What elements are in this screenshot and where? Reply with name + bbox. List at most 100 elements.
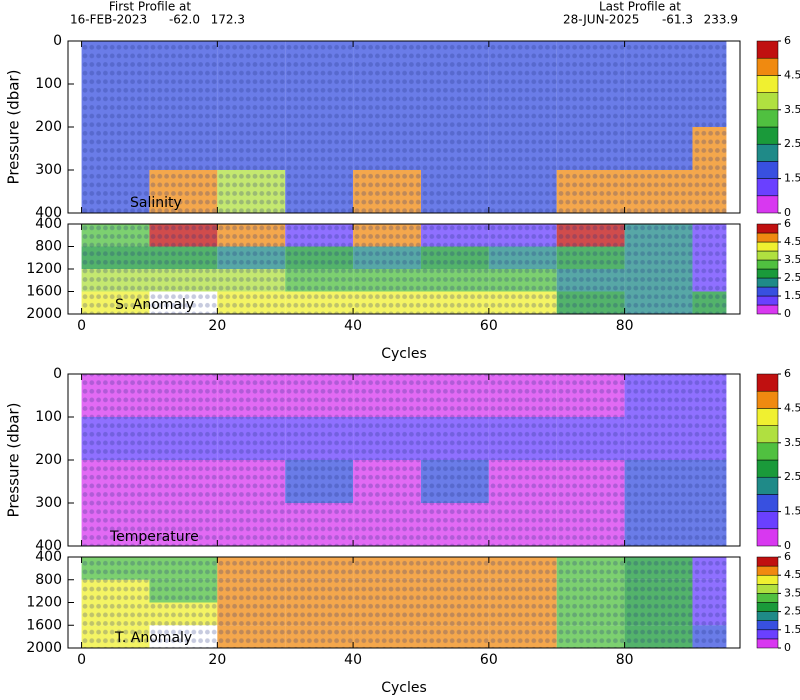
colorbar-bin [756, 574, 779, 585]
colorbar-tick-label: 0 [784, 206, 791, 219]
colorbar-tick-label: 6 [784, 367, 791, 380]
y-tick-label: 100 [35, 76, 62, 92]
x-axis-label: Cycles [381, 680, 427, 696]
colorbar-bin [756, 584, 779, 594]
panel-title: S. Anomaly [115, 297, 194, 313]
colorbar-tick-label: 2.5 [784, 137, 800, 150]
dot-texture [81, 41, 727, 213]
y-tick-label: 2000 [26, 640, 62, 656]
colorbar-tick-label: 6 [784, 550, 791, 563]
y-tick-label: 0 [53, 33, 62, 49]
x-tick-label: 40 [344, 318, 362, 334]
first-profile-lon: 172.3 [211, 13, 245, 27]
last-profile-lon: 233.9 [704, 13, 738, 27]
colorbar-bin [756, 629, 779, 640]
colorbar-tick-label: 1.5 [784, 623, 800, 636]
colorbar-bin [756, 390, 779, 409]
x-tick-label: 80 [616, 652, 634, 668]
colorbar-tick-label: 6 [784, 217, 791, 230]
colorbar-bin [756, 241, 779, 252]
colorbar-tick-label: 4.5 [784, 235, 800, 248]
y-tick-label: 400 [35, 549, 62, 565]
x-tick-label: 0 [77, 652, 86, 668]
colorbar-tick-label: 2.5 [784, 271, 800, 284]
colorbar-tick-label: 3.5 [784, 586, 800, 599]
y-tick-label: 800 [35, 572, 62, 588]
y-tick-label: 400 [35, 538, 62, 554]
first-profile-label: First Profile at [109, 0, 192, 14]
colorbar-tick-label: 0 [784, 539, 791, 552]
colorbar-bin [756, 109, 779, 128]
colorbar-bin [756, 178, 779, 197]
y-tick-label: 200 [35, 119, 62, 135]
colorbar-bin [756, 92, 779, 111]
colorbar-bin [756, 195, 779, 214]
colorbar-bin [756, 295, 779, 306]
colorbar-tick-label: 2.5 [784, 605, 800, 618]
x-tick-label: 60 [480, 652, 498, 668]
colorbar-tick-label: 0 [784, 641, 791, 654]
colorbar-tick-label: 4.5 [784, 568, 800, 581]
x-tick-label: 0 [77, 318, 86, 334]
colorbar-bin [756, 250, 779, 261]
first-profile-date: 16-FEB-2023 [70, 13, 147, 27]
colorbar-bin [756, 126, 779, 145]
colorbar-bin [756, 286, 779, 297]
y-tick-label: 1200 [26, 261, 62, 277]
y-tick-label: 100 [35, 409, 62, 425]
colorbar-bin [756, 638, 779, 649]
dot-texture [81, 557, 727, 648]
colorbar-bin [756, 494, 779, 512]
x-tick-label: 20 [208, 318, 226, 334]
panel-title: T. Anomaly [114, 630, 192, 646]
colorbar-tick-label: 6 [784, 34, 791, 47]
colorbar-bin [756, 277, 779, 288]
dot-texture [81, 374, 727, 546]
colorbar-bin [756, 442, 779, 461]
y-tick-label: 400 [35, 216, 62, 232]
colorbar-bin [756, 373, 779, 392]
y-tick-label: 300 [35, 162, 62, 178]
colorbar-tick-label: 2.5 [784, 470, 800, 483]
last-profile-date: 28-JUN-2025 [563, 13, 639, 27]
colorbar-tick-label: 4.5 [784, 68, 800, 81]
y-tick-label: 1600 [26, 284, 62, 300]
x-tick-label: 40 [344, 652, 362, 668]
colorbar-bin [756, 511, 779, 530]
first-profile-lat: -62.0 [169, 13, 200, 27]
y-tick-label: 2000 [26, 306, 62, 322]
colorbar-bin [756, 556, 779, 567]
x-tick-label: 20 [208, 652, 226, 668]
colorbar-bin [756, 232, 779, 243]
colorbar-bin [756, 259, 779, 270]
colorbar-tick-label: 1.5 [784, 505, 800, 518]
y-tick-label: 400 [35, 205, 62, 221]
y-tick-label: 0 [53, 366, 62, 382]
last-profile-lat: -61.3 [662, 13, 693, 27]
x-tick-label: 60 [480, 318, 498, 334]
colorbar-bin [756, 408, 779, 426]
y-tick-label: 1200 [26, 595, 62, 611]
colorbar-tick-label: 3.5 [784, 436, 800, 449]
colorbar-bin [756, 75, 779, 93]
colorbar-tick-label: 1.5 [784, 172, 800, 185]
y-tick-label: 300 [35, 495, 62, 511]
y-tick-label: 1600 [26, 617, 62, 633]
last-profile-label: Last Profile at [599, 0, 681, 14]
y-tick-label: 800 [35, 239, 62, 255]
y-tick-label: 200 [35, 452, 62, 468]
x-tick-label: 80 [616, 318, 634, 334]
x-axis-label: Cycles [381, 346, 427, 362]
colorbar-bin [756, 620, 779, 631]
colorbar-bin [756, 611, 779, 621]
colorbar-bin [756, 57, 779, 76]
colorbar-tick-label: 0 [784, 307, 791, 320]
colorbar-tick-label: 4.5 [784, 401, 800, 414]
colorbar-bin [756, 161, 779, 179]
colorbar-bin [756, 565, 779, 576]
colorbar-bin [756, 223, 779, 234]
dot-texture [81, 224, 727, 314]
colorbar-bin [756, 304, 779, 315]
colorbar-bin [756, 602, 779, 612]
